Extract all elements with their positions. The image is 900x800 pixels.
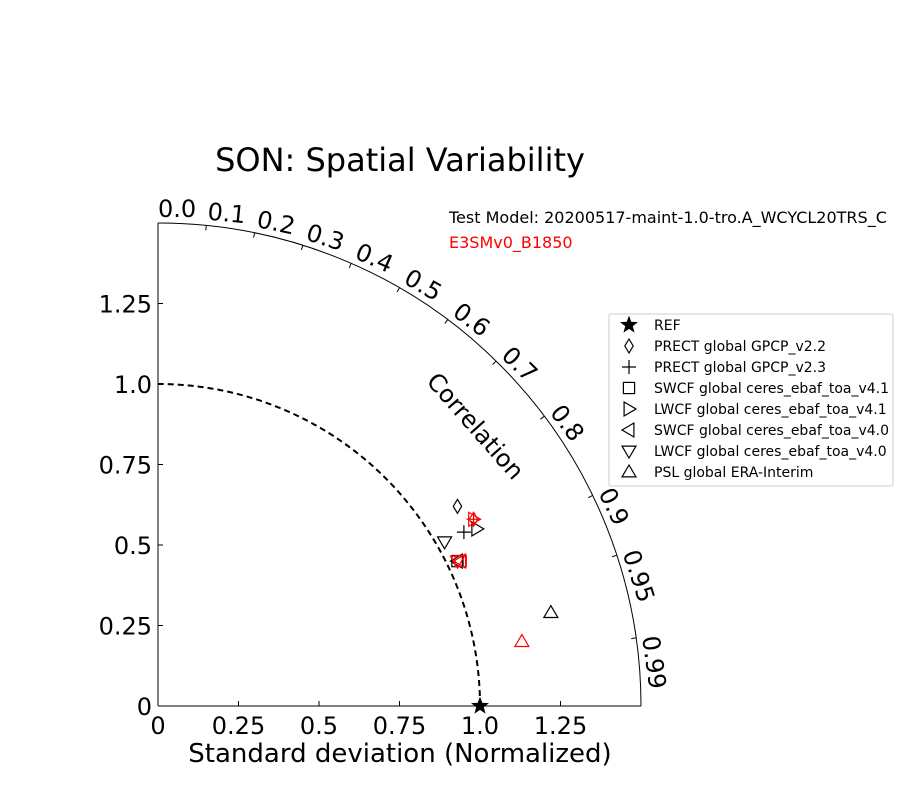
legend: REF PRECT global GPCP_v2.2 PRECT global GP…	[608, 313, 894, 487]
legend-marker-diamond	[624, 337, 634, 355]
legend-label: REF	[654, 318, 681, 334]
x-tick-label: 1.25	[534, 712, 587, 740]
legend-label: SWCF global ceres_ebaf_toa_v4.0	[654, 423, 889, 439]
corr-tick-label: 0.7	[496, 341, 543, 388]
y-tick-label: 0.75	[99, 452, 152, 480]
corr-tick	[348, 263, 352, 269]
corr-tick-label: 0.5	[400, 263, 447, 306]
model-label: E3SMv0_B1850	[449, 233, 573, 253]
legend-label: LWCF global ceres_ebaf_toa_v4.0	[654, 444, 887, 460]
x-tick-label: 0.5	[300, 712, 338, 740]
model-label: Test Model: 20200517-maint-1.0-tro.A_WCY…	[448, 208, 887, 228]
legend-marker-star	[620, 315, 638, 333]
corr-tick-label: 0.8	[544, 399, 589, 446]
reference-std-arc	[157, 383, 481, 707]
legend-marker-triangle-left	[620, 421, 635, 439]
data-point-triangle-right	[471, 520, 485, 537]
data-point-triangle-down	[449, 555, 466, 570]
legend-box	[608, 313, 894, 487]
x-tick-label: 0.25	[212, 712, 265, 740]
corr-tick-label: 0.0	[158, 195, 196, 223]
x-tick-label: 0	[150, 712, 165, 740]
corr-tick	[396, 287, 400, 293]
corr-tick-label: 0.4	[351, 238, 397, 279]
x-tick-label: 0.75	[373, 712, 426, 740]
corr-tick-label: 0.1	[206, 198, 247, 230]
legend-marker-square	[622, 381, 636, 395]
y-tick-label: 0.25	[99, 613, 152, 641]
corr-tick-label: 0.99	[636, 634, 671, 691]
corr-tick	[587, 495, 593, 499]
legend-label: PSL global ERA-Interim	[654, 465, 813, 481]
corr-tick-label: 0.3	[303, 219, 348, 257]
corr-tick	[540, 415, 545, 420]
legend-marker-triangle-down	[620, 445, 638, 460]
data-point-triangle-up	[542, 604, 559, 619]
corr-axis-label: Correlation	[421, 367, 530, 485]
legend-label: PRECT global GPCP_v2.3	[654, 360, 826, 376]
corr-tick	[631, 637, 637, 640]
legend-marker-triangle-right	[623, 400, 638, 418]
data-point-triangle-right	[468, 511, 482, 528]
data-point-diamond	[452, 498, 463, 515]
corr-tick	[492, 360, 497, 365]
data-point-triangle-up	[513, 633, 530, 648]
legend-label: PRECT global GPCP_v2.2	[654, 339, 826, 355]
y-tick-label: 0.5	[114, 532, 152, 560]
corr-tick	[611, 554, 618, 558]
corr-tick	[253, 232, 256, 238]
ref-point-star	[471, 696, 489, 714]
chart-title: SON: Spatial Variability	[215, 141, 585, 179]
data-point-triangle-down	[436, 536, 453, 550]
x-tick-label: 1.0	[461, 712, 499, 740]
legend-marker-plus	[622, 360, 636, 374]
y-tick-label: 1.0	[114, 371, 152, 399]
corr-tick	[205, 225, 207, 231]
model-labels: Test Model: 20200517-maint-1.0-tro.A_WCY…	[448, 208, 887, 253]
data-point-triangle-left	[449, 553, 463, 570]
y-tick-label: 1.25	[99, 291, 152, 319]
legend-marker-triangle-up	[620, 463, 638, 478]
data-point-square	[454, 554, 467, 568]
legend-label: SWCF global ceres_ebaf_toa_v4.1	[654, 381, 889, 397]
corr-tick	[444, 319, 449, 324]
x-axis-label: Standard deviation (Normalized)	[188, 739, 611, 769]
y-tick-label: 0	[137, 693, 152, 721]
corr-tick-label: 0.6	[448, 297, 495, 342]
legend-label: LWCF global ceres_ebaf_toa_v4.1	[654, 402, 887, 418]
plot-area: 00 0.25 0.25 0.5 0.5 0.75 0.75 1.0 1.0 1.25 1.25 0.…	[99, 195, 672, 740]
data-point-plus	[456, 525, 471, 540]
corr-tick	[300, 245, 304, 251]
corr-tick-label: 0.2	[255, 205, 298, 240]
corr-tick-label: 0.9	[593, 483, 635, 530]
outer-arc	[157, 222, 642, 707]
